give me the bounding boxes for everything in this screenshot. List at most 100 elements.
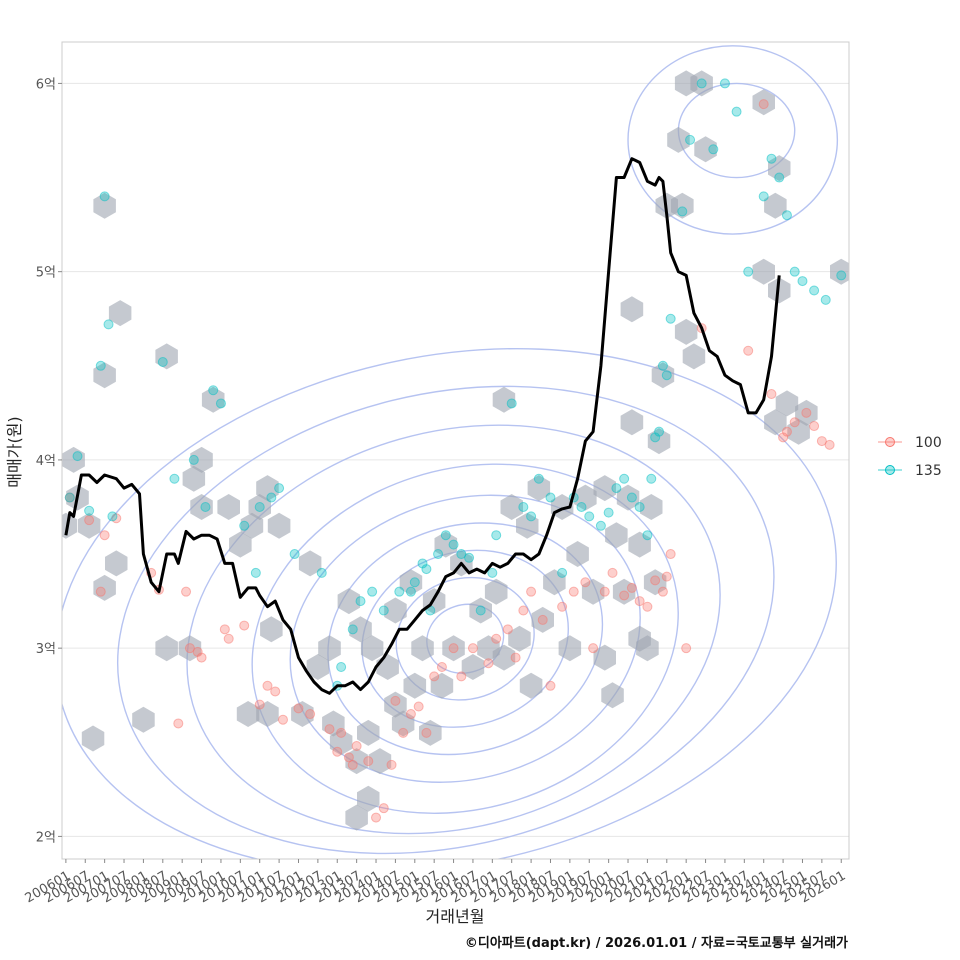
scatter-points	[64, 78, 847, 823]
point-100	[781, 426, 792, 437]
point-135	[409, 577, 420, 588]
point-135	[661, 370, 672, 381]
point-135	[533, 473, 544, 484]
point-135	[188, 454, 199, 465]
point-100	[502, 624, 513, 635]
point-135	[487, 567, 498, 578]
hexbin-cell	[519, 672, 543, 699]
point-100	[650, 575, 661, 586]
hexbin-cell	[527, 475, 551, 502]
point-135	[506, 398, 517, 409]
point-135	[417, 558, 428, 569]
legend-key-point	[885, 465, 895, 475]
point-100	[580, 577, 591, 588]
point-100	[557, 601, 568, 612]
density-contour	[186, 424, 721, 835]
point-135	[95, 360, 106, 371]
point-100	[239, 620, 250, 631]
hexbin-cell	[508, 625, 531, 652]
hexbin-cell	[682, 343, 706, 370]
point-135	[289, 549, 300, 560]
hexbin-cell	[256, 701, 279, 727]
point-135	[719, 78, 730, 89]
point-135	[789, 266, 800, 277]
point-135	[367, 586, 378, 597]
hexbin-cell	[620, 296, 644, 323]
point-135	[696, 78, 707, 89]
point-135	[405, 586, 416, 597]
point-135	[685, 134, 696, 145]
hexbin-cell	[93, 192, 116, 219]
hexbin-cell	[484, 578, 508, 605]
point-135	[266, 492, 277, 503]
point-135	[355, 596, 366, 607]
hexbin-cell	[593, 644, 616, 671]
y-tick-label: 5억	[36, 266, 56, 281]
density-contour	[62, 347, 837, 859]
density-contour	[627, 45, 839, 235]
point-135	[157, 357, 168, 368]
hexbin-cell	[500, 494, 523, 520]
hexbin-cell	[612, 578, 636, 605]
point-135	[464, 552, 475, 563]
point-135	[254, 501, 265, 512]
trend-line	[64, 157, 781, 695]
hexbin-cell	[248, 494, 271, 520]
hexbin-cell	[399, 569, 423, 596]
point-135	[239, 520, 250, 531]
point-135	[64, 492, 75, 503]
hexbin-cell	[550, 494, 574, 520]
point-135	[677, 206, 688, 217]
hexbin-cell	[77, 512, 101, 539]
point-100	[84, 515, 95, 526]
hexbin-cell	[531, 606, 554, 633]
hexbin-cell	[830, 258, 849, 285]
hexbin-cell	[752, 258, 775, 285]
point-100	[378, 803, 389, 814]
point-135	[526, 511, 537, 522]
point-100	[181, 586, 192, 597]
point-100	[491, 633, 502, 644]
legend-key-point	[885, 437, 895, 447]
hexbin-cell	[601, 682, 624, 709]
hexbin-cell	[81, 725, 105, 752]
hexbin-cell	[182, 465, 206, 492]
point-135	[657, 360, 668, 371]
point-100	[766, 389, 777, 400]
density-contour	[361, 549, 569, 728]
point-100	[599, 586, 610, 597]
point-135	[394, 586, 405, 597]
point-135	[758, 191, 769, 202]
hexbin-cell	[581, 578, 605, 605]
y-tick-label: 2억	[36, 830, 56, 845]
hexbin-cell	[62, 446, 85, 473]
point-135	[99, 191, 110, 202]
hexbin-cell	[298, 550, 322, 577]
point-100	[390, 695, 401, 706]
hexbin-cell	[469, 597, 492, 624]
point-135	[797, 276, 808, 287]
point-100	[681, 643, 692, 654]
hexbin-cell	[492, 386, 516, 413]
point-135	[611, 483, 622, 494]
panel-background	[62, 42, 849, 859]
point-100	[351, 741, 362, 752]
point-135	[809, 285, 820, 296]
hexbin-cell	[620, 409, 644, 436]
caption: ©디아파트(dapt.kr) / 2026.01.01 / 자료=국토교통부 실…	[465, 935, 848, 951]
point-100	[347, 759, 358, 770]
hexbin-cell	[229, 531, 252, 558]
point-135	[634, 501, 645, 512]
hexbin-cell	[636, 635, 659, 662]
point-135	[731, 106, 742, 117]
hexbin-cell	[434, 531, 458, 558]
point-100	[634, 596, 645, 607]
point-100	[398, 727, 409, 738]
hexbin-cell	[775, 390, 799, 417]
hexbin-cell	[694, 136, 717, 163]
hexbin-cell	[93, 574, 116, 601]
point-135	[595, 520, 606, 531]
point-100	[607, 567, 618, 578]
point-100	[436, 661, 447, 672]
